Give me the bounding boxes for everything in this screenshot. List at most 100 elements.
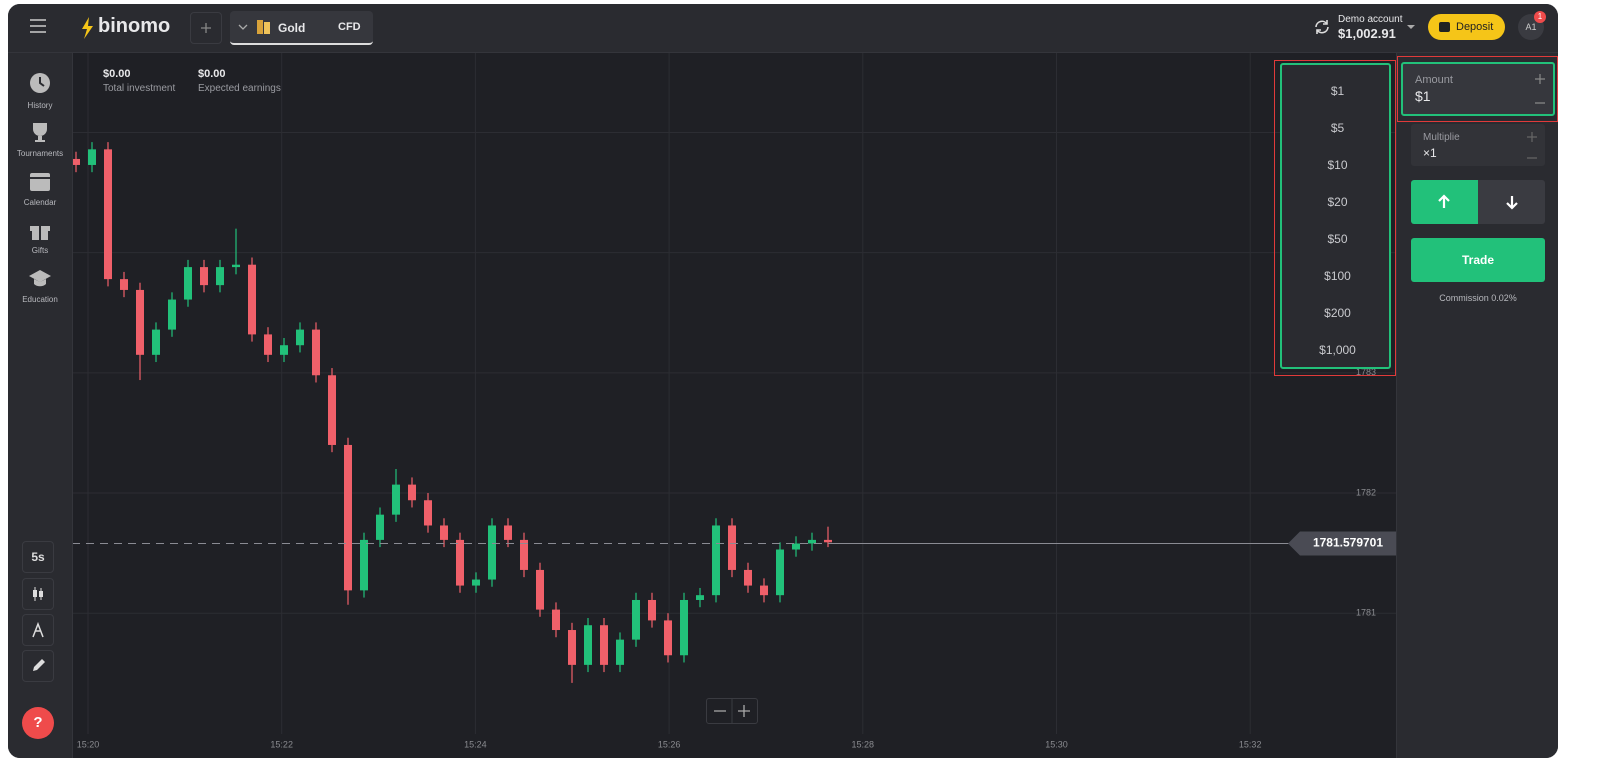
- candle-body: [744, 569, 752, 586]
- amount-option[interactable]: $1: [1330, 84, 1345, 98]
- amount-stepper[interactable]: [1533, 72, 1547, 108]
- asset-name: Gold: [278, 21, 306, 35]
- stat-label: Total investment: [103, 83, 176, 94]
- sidebar-label[interactable]: Tournaments: [16, 149, 64, 158]
- x-tick-label: 15:30: [1045, 739, 1068, 749]
- y-tick-label: 1781: [1356, 608, 1376, 618]
- candle-body: [392, 484, 400, 515]
- trade-button[interactable]: Trade: [1411, 238, 1545, 282]
- candle-body: [120, 279, 128, 290]
- chevron-icon: [238, 24, 248, 30]
- highlight: [1274, 60, 1396, 376]
- candle-body: [712, 525, 720, 596]
- candle-body: [200, 267, 208, 286]
- amount-option[interactable]: $100: [1324, 269, 1351, 283]
- candle-body: [408, 484, 416, 501]
- candle-body: [216, 267, 224, 286]
- amount-option[interactable]: $10: [1327, 158, 1348, 172]
- stat-value: $0.00: [103, 68, 131, 80]
- gold-icon: [257, 20, 270, 34]
- price-tag: [1288, 531, 1396, 556]
- candle-body: [248, 264, 256, 335]
- amount-input[interactable]: Amount $1: [1401, 62, 1555, 116]
- amount-option[interactable]: $200: [1324, 306, 1351, 320]
- multiplier-stepper[interactable]: [1525, 130, 1539, 162]
- pencil-icon: [33, 659, 45, 671]
- candle-body: [344, 444, 352, 591]
- account-balance: $1,002.91: [1338, 26, 1396, 41]
- help-button[interactable]: ?: [22, 707, 54, 739]
- sidebar-label[interactable]: Gifts: [31, 246, 49, 255]
- x-tick-label: 15:22: [270, 739, 293, 749]
- stat-label: Expected earnings: [198, 83, 281, 94]
- add-asset-button[interactable]: [190, 12, 222, 44]
- candle-body: [504, 525, 512, 540]
- candle-body: [600, 625, 608, 665]
- x-tick-label: 15:26: [658, 739, 681, 749]
- candle-body: [824, 539, 832, 543]
- candle-body: [456, 539, 464, 586]
- candle-body: [536, 569, 544, 610]
- candle-body: [776, 549, 784, 596]
- candle-body: [232, 264, 240, 268]
- education-icon[interactable]: [28, 267, 52, 291]
- sidebar-label[interactable]: Education: [22, 295, 58, 304]
- deposit-button[interactable]: Deposit: [1428, 14, 1505, 40]
- plus-icon: [201, 23, 211, 33]
- chart-type-button[interactable]: [22, 578, 54, 610]
- account-chevron[interactable]: [1406, 23, 1416, 31]
- x-tick-label: 15:24: [464, 739, 487, 749]
- amount-option[interactable]: $50: [1327, 232, 1348, 246]
- candle-body: [648, 599, 656, 621]
- x-tick-label: 15:20: [77, 739, 100, 749]
- amount-option[interactable]: $20: [1327, 195, 1348, 209]
- sidebar-label[interactable]: Calendar: [23, 198, 57, 207]
- amount-option[interactable]: $5: [1330, 121, 1345, 135]
- drawing-button[interactable]: [22, 650, 54, 682]
- asset-tab[interactable]: Gold CFD: [230, 11, 373, 45]
- multiplier-input[interactable]: Multiplie ×1: [1411, 124, 1545, 166]
- candle-body: [440, 525, 448, 540]
- tournaments-icon[interactable]: [28, 120, 52, 144]
- candle-body: [520, 539, 528, 570]
- candle-body: [88, 149, 96, 165]
- zoom-icons[interactable]: [707, 699, 757, 723]
- candle-body: [136, 289, 144, 355]
- candle-body: [728, 525, 736, 570]
- amount-dropdown: $1 $5 $10 $20 $50 $100 $200 $1,000: [1280, 63, 1391, 369]
- multiplier-label: Multiplie: [1423, 132, 1460, 143]
- deposit-label: Deposit: [1456, 21, 1494, 33]
- indicators-button[interactable]: [22, 614, 54, 646]
- arrow-up: [1438, 194, 1450, 208]
- stat-value: $0.00: [198, 68, 226, 80]
- amount-label: Amount: [1415, 74, 1453, 86]
- switch-account-icon[interactable]: [1313, 18, 1331, 36]
- sidebar-label[interactable]: History: [27, 101, 53, 110]
- history-icon[interactable]: [28, 71, 52, 95]
- highlight: [1397, 56, 1558, 122]
- x-tick-label: 15:28: [852, 739, 875, 749]
- up-button[interactable]: [1411, 180, 1478, 224]
- amount-option[interactable]: $1,000: [1319, 343, 1356, 357]
- header: binomo Gold CFD Demo account $1,002.91 D…: [8, 4, 1558, 53]
- candle-body: [552, 609, 560, 631]
- notification-badge: 1: [1534, 11, 1546, 23]
- candle-body: [584, 625, 592, 665]
- timeframe-button[interactable]: 5s: [22, 541, 54, 573]
- brand: binomo: [98, 15, 171, 37]
- calendar-icon[interactable]: [28, 169, 52, 193]
- candle-body: [472, 579, 480, 586]
- candle-body: [664, 620, 672, 656]
- candle-body: [568, 630, 576, 665]
- menu-button[interactable]: [30, 19, 46, 33]
- candle-body: [360, 539, 368, 591]
- wallet-icon: [1439, 22, 1450, 32]
- x-tick-label: 15:32: [1239, 739, 1262, 749]
- candle-body: [184, 267, 192, 300]
- candle-body: [760, 585, 768, 596]
- gifts-icon[interactable]: [28, 218, 52, 242]
- candle-body: [424, 500, 432, 526]
- down-button[interactable]: [1478, 180, 1545, 224]
- logo-icon: [82, 17, 93, 39]
